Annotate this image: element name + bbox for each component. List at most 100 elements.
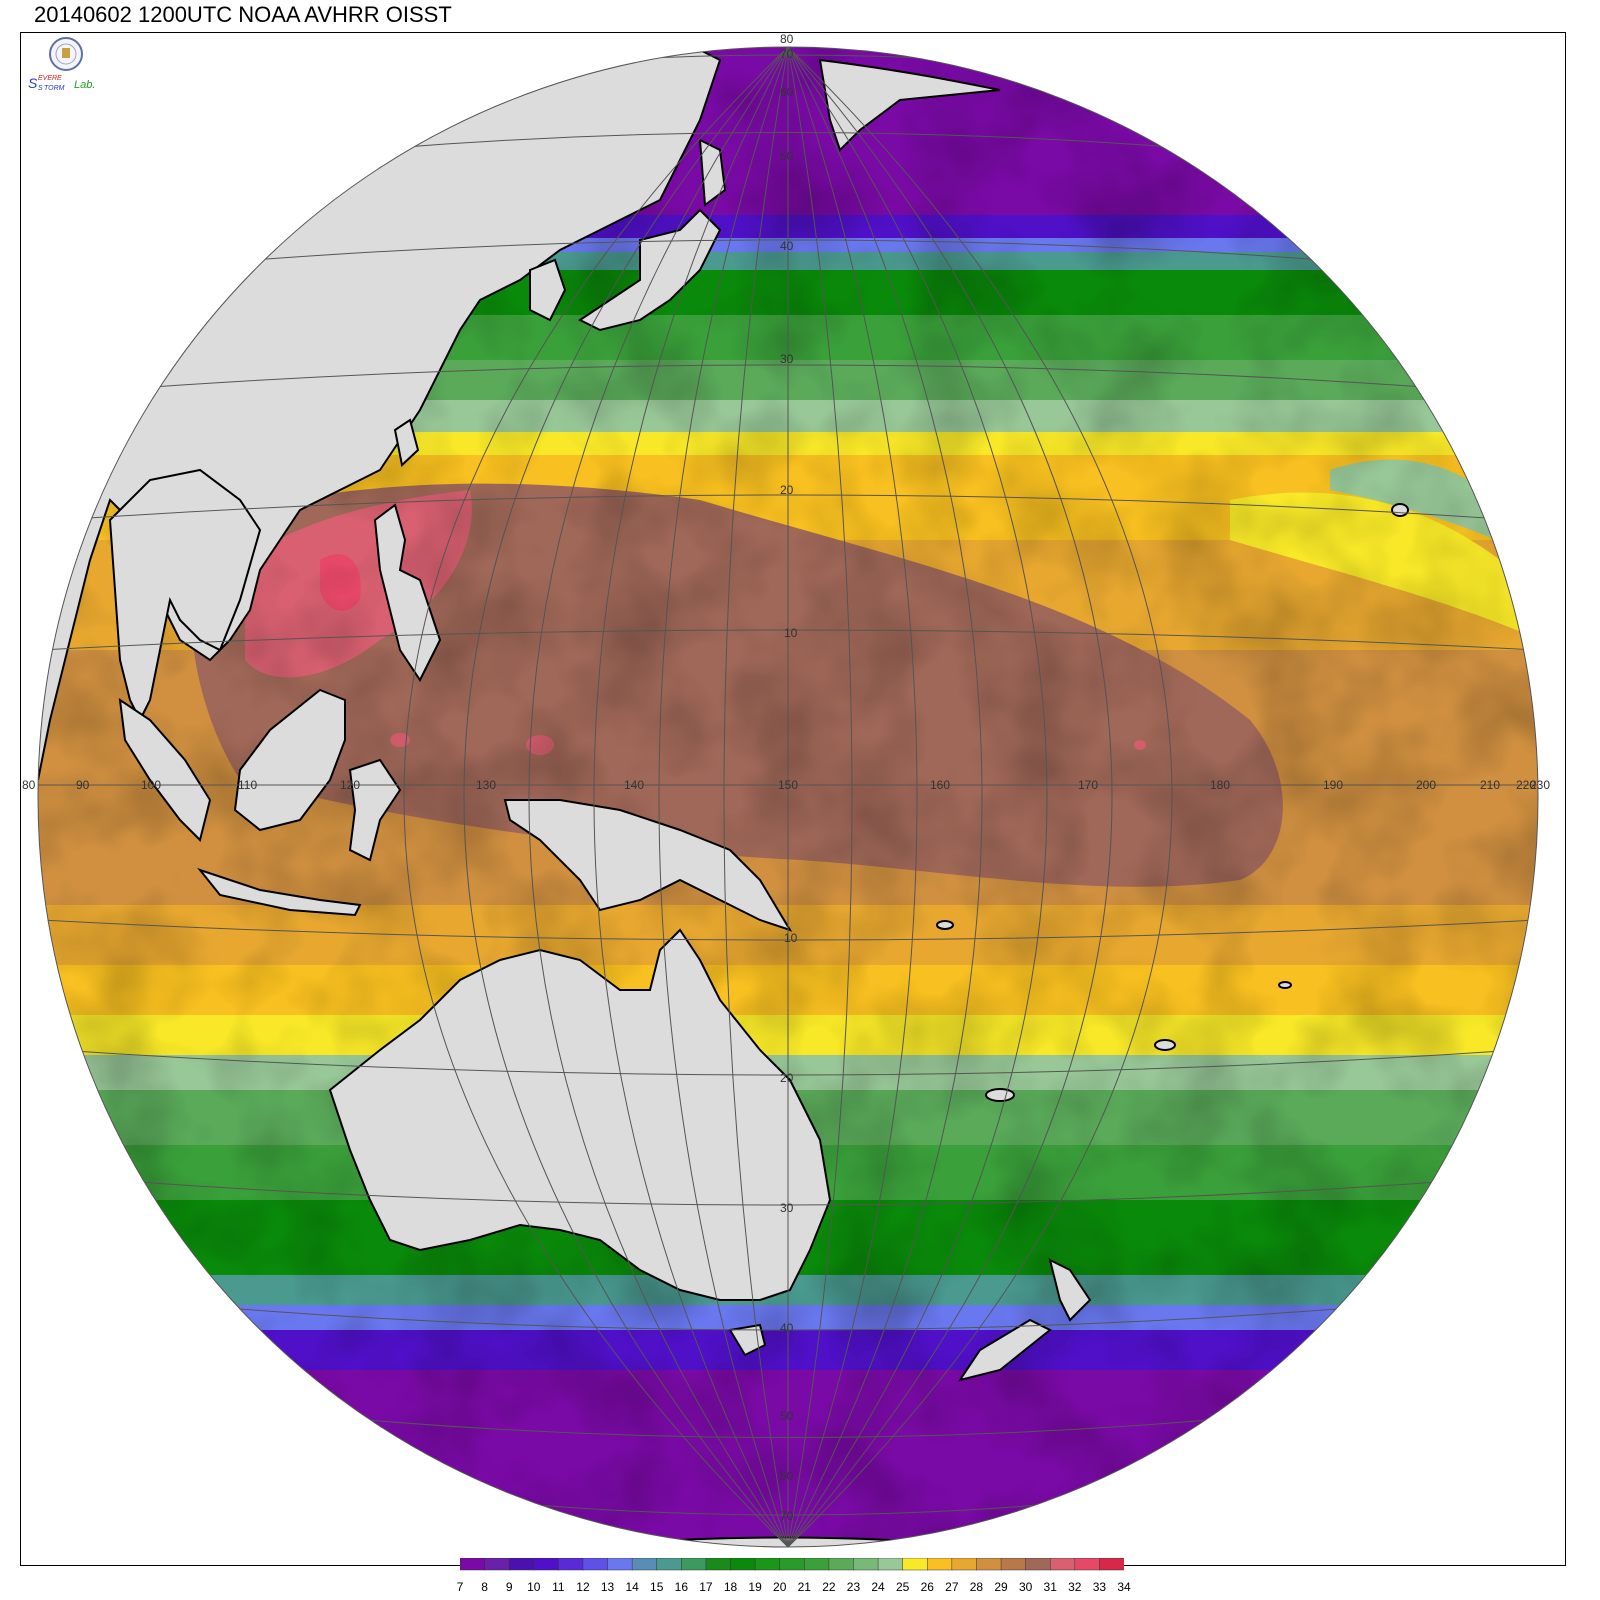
colorbar-tick-label: 23 (846, 1580, 861, 1594)
australia-landmass (328, 928, 832, 1301)
lat-labels: 10 20 30 40 50 60 70 80 10 20 30 40 50 6… (780, 32, 798, 1523)
lon-label: 130 (476, 778, 496, 792)
colorbar-swatch (927, 1558, 953, 1571)
colorbar-tick-label: 19 (748, 1580, 762, 1594)
colorbar-swatch (705, 1558, 732, 1571)
colorbar-swatch (779, 1558, 806, 1571)
colorbar-tick-label: 13 (600, 1580, 615, 1594)
colorbar-swatch (681, 1558, 707, 1571)
colorbar-tick-label: 30 (1018, 1580, 1033, 1594)
colorbar-tick-label: 21 (797, 1580, 811, 1594)
lon-label: 120 (340, 778, 360, 792)
lat-label: 30 (780, 352, 794, 366)
sst-colorbar (460, 1558, 1124, 1571)
colorbar-swatch (607, 1558, 633, 1571)
severe-storm-lab-logo-icon: S EVERE S TORM Lab. (28, 37, 95, 92)
lat-label: 50 (780, 1409, 794, 1423)
colorbar-tick-label: 26 (920, 1580, 934, 1594)
colorbar-tick-label: 14 (625, 1580, 639, 1594)
colorbar-tick-label: 17 (699, 1580, 713, 1594)
colorbar-tick-label: 25 (895, 1580, 910, 1594)
colorbar-tick-label: 34 (1117, 1580, 1131, 1594)
colorbar-swatch (902, 1558, 929, 1571)
colorbar-swatch (1074, 1558, 1101, 1571)
logo-letter: S (28, 75, 38, 91)
logo-letter: Lab. (74, 79, 95, 91)
colorbar-tick-label: 12 (576, 1580, 590, 1594)
lat-label: 30 (780, 1201, 794, 1215)
logo-letter: TORM (44, 85, 65, 92)
lon-label: 90 (76, 778, 90, 792)
colorbar-swatch (877, 1558, 904, 1571)
colorbar-swatch (1000, 1558, 1027, 1571)
colorbar-tick-label: 9 (505, 1580, 513, 1594)
lat-label: 50 (780, 149, 794, 163)
colorbar-tick-label: 7 (456, 1580, 464, 1594)
colorbar-swatch (460, 1558, 486, 1571)
lat-label: 60 (780, 1469, 794, 1483)
map-title: 20140602 1200UTC NOAA AVHRR OISST (34, 2, 452, 27)
lat-label: 60 (780, 85, 794, 99)
lon-label: 140 (624, 778, 644, 792)
colorbar-tick-label: 27 (945, 1580, 959, 1594)
lon-label: 200 (1416, 778, 1436, 792)
lat-label: 10 (784, 626, 798, 640)
java-landmass (197, 867, 362, 917)
colorbar-swatch (508, 1558, 535, 1571)
colorbar-swatch (853, 1558, 879, 1571)
colorbar-swatch (631, 1558, 658, 1571)
colorbar-swatch (1099, 1558, 1124, 1571)
colorbar-swatch (951, 1558, 978, 1571)
japan-landmass (578, 208, 722, 332)
lon-label: 150 (778, 778, 798, 792)
lon-label: 190 (1323, 778, 1343, 792)
lat-label: 20 (780, 1071, 794, 1085)
colorbar-tick-label: 31 (1043, 1580, 1057, 1594)
colorbar-tick-label: 16 (674, 1580, 689, 1594)
lon-label: 220 (1516, 778, 1536, 792)
colorbar-swatch (656, 1558, 683, 1571)
colorbar-swatch (558, 1558, 584, 1571)
colorbar-tick-label: 28 (969, 1580, 984, 1594)
colorbar-swatch (730, 1558, 756, 1571)
new-guinea-landmass (503, 799, 793, 932)
colorbar-swatch (582, 1558, 609, 1571)
colorbar-tick-label: 20 (773, 1580, 787, 1594)
colorbar-tick-label: 11 (552, 1580, 565, 1594)
colorbar-tick-label: 15 (650, 1580, 664, 1594)
colorbar-swatch (828, 1558, 855, 1571)
colorbar-tick-label: 33 (1092, 1580, 1107, 1594)
lon-label: 230 (1530, 778, 1550, 792)
lat-label: 70 (780, 1509, 794, 1523)
globe-outline (37, 46, 1539, 1548)
lon-label: 100 (141, 778, 161, 792)
lat-label: 20 (780, 483, 794, 497)
lon-labels: 80 90 100 110 120 130 140 150 160 170 18… (22, 778, 1550, 792)
sumatra-landmass (118, 697, 212, 842)
lon-label: 210 (1480, 778, 1500, 792)
borneo-landmass (233, 688, 346, 832)
lat-label: 40 (780, 1321, 794, 1335)
korea-landmass (529, 258, 567, 322)
lon-label: 160 (930, 778, 950, 792)
colorbar-tick-label: 18 (723, 1580, 738, 1594)
colorbar-tick-label: 22 (822, 1580, 836, 1594)
lat-label: 10 (784, 931, 798, 945)
lon-label: 110 (238, 778, 257, 792)
lon-label: 180 (1210, 778, 1230, 792)
colorbar-tick-label: 29 (994, 1580, 1008, 1594)
new-zealand-landmass (1048, 1258, 1092, 1322)
logo-letter: S (38, 85, 43, 92)
philippines-landmass (373, 503, 442, 682)
colorbar-tick-label: 32 (1068, 1580, 1082, 1594)
colorbar-tick-label: 24 (871, 1580, 885, 1594)
lon-label: 80 (22, 778, 36, 792)
kamchatka-landmass (818, 58, 1001, 152)
colorbar-swatch (1049, 1558, 1076, 1571)
colorbar-tick-label: 8 (481, 1580, 488, 1594)
colorbar-tick-label: 10 (527, 1580, 541, 1594)
colorbar-swatch (484, 1558, 510, 1571)
colorbar-swatch (1025, 1558, 1051, 1571)
colorbar-swatch (533, 1558, 560, 1571)
